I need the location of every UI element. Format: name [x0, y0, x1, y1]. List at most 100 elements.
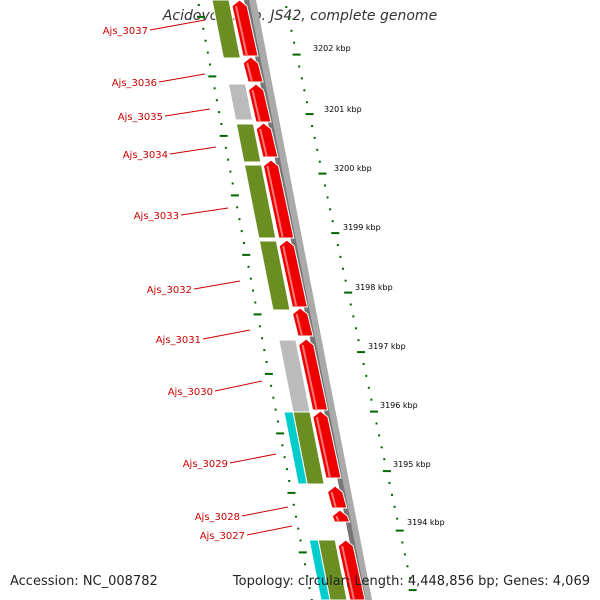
gene-label-ajs-3029[interactable]: Ajs_3029	[183, 459, 228, 470]
minor-tick	[378, 434, 381, 437]
minor-tick	[197, 4, 200, 6]
minor-tick	[354, 327, 357, 330]
label-leader-line	[158, 73, 206, 83]
minor-tick	[240, 230, 243, 233]
gene-label-ajs-3030[interactable]: Ajs_3030	[168, 387, 213, 398]
major-tick	[395, 529, 404, 532]
cds-block[interactable]	[211, 0, 242, 59]
scale-label-3197: 3197 kbp	[368, 342, 406, 351]
arrow-highlight	[251, 89, 261, 123]
arrow-highlight	[282, 245, 298, 308]
minor-tick	[318, 160, 321, 163]
minor-tick	[247, 265, 250, 268]
forward-gene-track	[231, 0, 366, 600]
minor-tick	[326, 196, 329, 199]
label-leader-line	[149, 19, 206, 31]
cds-block-cyan[interactable]	[308, 539, 331, 600]
minor-tick	[272, 396, 275, 399]
minor-tick	[254, 301, 257, 304]
gene-label-ajs-3033[interactable]: Ajs_3033	[134, 211, 179, 222]
minor-tick	[396, 517, 399, 520]
minor-tick	[393, 505, 396, 508]
minor-tick	[391, 493, 394, 496]
arrow-highlight	[335, 515, 340, 523]
minor-tick	[290, 29, 293, 32]
minor-tick	[303, 89, 306, 92]
minor-tick	[300, 77, 303, 80]
minor-tick	[370, 398, 373, 401]
minor-tick	[367, 386, 370, 389]
minor-tick	[362, 363, 365, 365]
minor-tick	[238, 218, 241, 221]
minor-tick	[224, 146, 227, 149]
major-tick	[264, 372, 273, 375]
label-leader-line	[202, 329, 251, 340]
gene-label-leaders	[149, 19, 293, 536]
gene-label-ajs-3036[interactable]: Ajs_3036	[112, 78, 157, 89]
cds-block[interactable]	[235, 123, 262, 163]
minor-tick	[227, 158, 230, 161]
minor-tick	[218, 111, 221, 114]
minor-tick	[281, 444, 284, 447]
genome-summary-text: Topology: circular; Length: 4,448,856 bp…	[232, 574, 590, 589]
major-tick	[357, 351, 366, 354]
gene-label-ajs-3034[interactable]: Ajs_3034	[123, 150, 168, 161]
backbone-shadow	[248, 0, 372, 600]
arrow-highlight	[295, 313, 304, 337]
minor-tick	[236, 206, 239, 209]
major-tick	[344, 291, 353, 294]
arrow-highlight	[301, 344, 318, 411]
cds-block[interactable]	[227, 83, 254, 121]
major-tick	[318, 172, 327, 175]
gene-label-ajs-3028[interactable]: Ajs_3028	[195, 512, 240, 523]
major-tick	[253, 313, 262, 316]
cds-block-cyan[interactable]	[283, 411, 308, 485]
scale-label-3198: 3198 kbp	[355, 283, 393, 292]
major-tick	[292, 53, 301, 56]
minor-tick	[293, 41, 296, 44]
minor-tick	[311, 125, 314, 127]
scale-labels: 3202 kbp 3201 kbp 3200 kbp 3199 kbp 3198…	[313, 44, 445, 527]
minor-tick	[285, 468, 288, 471]
gene-label-ajs-3037[interactable]: Ajs_3037	[103, 26, 148, 37]
minor-tick	[375, 422, 378, 425]
arrow-highlight	[246, 62, 254, 83]
minor-tick	[388, 482, 391, 484]
minor-tick	[403, 553, 406, 556]
gene-label-ajs-3031[interactable]: Ajs_3031	[156, 335, 201, 346]
label-leader-line	[241, 506, 289, 517]
minor-tick	[308, 587, 311, 590]
minor-tick	[202, 27, 205, 30]
cds-block[interactable]	[243, 164, 277, 239]
major-tick	[230, 194, 239, 197]
gene-label-ajs-3027[interactable]: Ajs_3027	[200, 531, 245, 542]
minor-tick	[401, 541, 404, 544]
minor-tick	[313, 136, 316, 139]
minor-tick	[352, 315, 355, 318]
minor-tick	[270, 384, 273, 387]
minor-tick	[297, 527, 300, 530]
major-tick	[369, 410, 378, 413]
minor-tick	[283, 456, 286, 459]
minor-tick	[357, 339, 360, 342]
label-leader-line	[169, 146, 217, 155]
minor-tick	[294, 515, 297, 518]
forward-gene-arrow[interactable]	[327, 485, 348, 509]
minor-tick	[274, 408, 277, 411]
major-tick	[298, 551, 307, 554]
arrow-highlight	[266, 165, 284, 239]
minor-tick	[304, 563, 307, 566]
minor-tick	[336, 244, 339, 246]
gene-label-ajs-3032[interactable]: Ajs_3032	[147, 285, 192, 296]
major-tick	[408, 589, 417, 592]
major-tick	[197, 15, 206, 18]
cds-block[interactable]	[258, 240, 291, 311]
gene-label-ajs-3035[interactable]: Ajs_3035	[118, 112, 163, 123]
major-tick	[331, 232, 340, 235]
minor-tick	[261, 337, 264, 340]
minor-tick	[323, 184, 326, 187]
label-leader-line	[246, 525, 293, 536]
tick-track-inner	[197, 4, 313, 600]
label-leader-line	[229, 453, 277, 464]
